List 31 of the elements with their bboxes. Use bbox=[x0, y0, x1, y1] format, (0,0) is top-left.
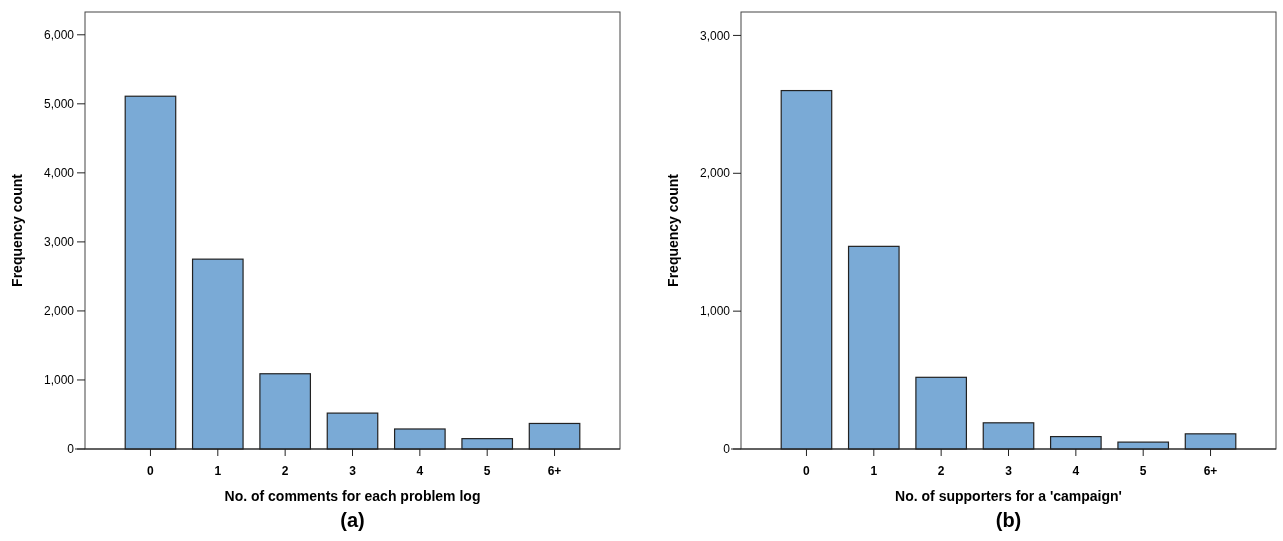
x-tick-label: 6+ bbox=[1203, 464, 1218, 478]
y-tick-label: 0 bbox=[67, 442, 75, 457]
x-tick-label: 2 bbox=[937, 464, 945, 478]
text: (a) bbox=[340, 509, 365, 531]
y-tick-label: 2,000 bbox=[43, 304, 75, 319]
x-tick-label: 4 bbox=[416, 464, 424, 478]
x-tick-label: 1 bbox=[214, 464, 222, 478]
y-tick-label: 1,000 bbox=[43, 373, 75, 388]
y-tick-label: 4,000 bbox=[43, 166, 75, 181]
y-tick-label: 6,000 bbox=[43, 27, 75, 42]
x-tick-label: 5 bbox=[483, 464, 491, 478]
x-axis-title: No. of comments for each problem log bbox=[224, 488, 481, 504]
y-tick-label: 3,000 bbox=[43, 235, 75, 250]
y-tick-label: 0 bbox=[723, 442, 731, 457]
text: (b) bbox=[995, 509, 1022, 531]
y-axis-title: Frequency count bbox=[9, 173, 25, 287]
x-tick-label: 1 bbox=[870, 464, 878, 478]
y-tick-label: 2,000 bbox=[699, 166, 731, 181]
x-tick-label: 3 bbox=[349, 464, 357, 478]
y-axis-title: Frequency count bbox=[665, 173, 681, 287]
x-tick-label: 0 bbox=[803, 464, 811, 478]
x-tick-label: 4 bbox=[1072, 464, 1080, 478]
x-tick-label: 0 bbox=[147, 464, 155, 478]
x-tick-label: 2 bbox=[281, 464, 289, 478]
y-tick-label: 3,000 bbox=[699, 28, 731, 43]
x-tick-label: 3 bbox=[1005, 464, 1013, 478]
x-tick-label: 6+ bbox=[547, 464, 562, 478]
x-tick-label: 5 bbox=[1139, 464, 1147, 478]
y-tick-label: 5,000 bbox=[43, 97, 75, 112]
y-tick-label: 1,000 bbox=[699, 304, 731, 319]
x-axis-title: No. of supporters for a 'campaign' bbox=[895, 488, 1122, 504]
